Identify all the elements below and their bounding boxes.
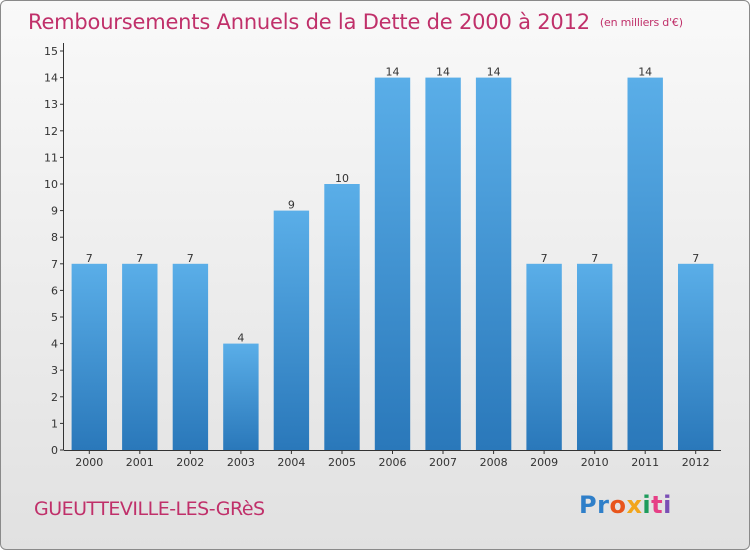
data-label-2003: 4 <box>237 332 244 345</box>
x-tick-label: 2005 <box>328 456 356 469</box>
x-tick-label: 2007 <box>429 456 457 469</box>
y-tick-label: 10 <box>44 178 58 191</box>
y-tick-label: 15 <box>44 45 58 58</box>
x-tick-label: 2009 <box>530 456 558 469</box>
proxiti-logo[interactable]: Proxiti <box>579 491 672 519</box>
bar-2001 <box>122 263 158 450</box>
logo-part-5: t <box>651 491 664 519</box>
bar-2004 <box>273 210 310 450</box>
town-name: GUEUTTEVILLE-LES-GRèS <box>34 498 265 520</box>
data-label-2011: 14 <box>638 66 652 79</box>
y-tick-label: 14 <box>44 72 58 85</box>
bars-layer <box>71 77 714 450</box>
y-tick-label: 9 <box>51 205 58 218</box>
data-label-2010: 7 <box>591 252 598 265</box>
x-tick-label: 2011 <box>631 456 659 469</box>
x-tick-label: 2000 <box>75 456 103 469</box>
bar-2009 <box>526 263 562 450</box>
data-label-2000: 7 <box>86 252 93 265</box>
data-label-2004: 9 <box>288 199 295 212</box>
y-tick-label: 1 <box>51 417 58 430</box>
logo-part-1: Pr <box>579 491 610 519</box>
x-tick-label: 2008 <box>480 456 508 469</box>
y-tick-label: 3 <box>51 364 58 377</box>
y-tick-label: 13 <box>44 98 58 111</box>
bar-2007 <box>425 77 461 450</box>
y-tick-label: 11 <box>44 151 58 164</box>
data-label-2002: 7 <box>187 252 194 265</box>
bar-2000 <box>71 263 107 450</box>
x-tick-label: 2003 <box>227 456 255 469</box>
data-label-2006: 14 <box>386 66 400 79</box>
y-tick-label: 5 <box>51 311 58 324</box>
data-label-2005: 10 <box>335 172 349 185</box>
logo-part-4: i <box>642 491 652 519</box>
y-tick-label: 7 <box>51 258 58 271</box>
data-label-2012: 7 <box>692 252 699 265</box>
bar-2005 <box>324 184 360 450</box>
logo-part-2: o <box>609 491 627 519</box>
bar-2011 <box>627 77 663 450</box>
y-tick-label: 4 <box>51 338 58 351</box>
x-tick-label: 2002 <box>176 456 204 469</box>
bar-2002 <box>172 263 209 450</box>
chart-subtitle: (en milliers d'€) <box>599 16 683 29</box>
chart-title-text: Remboursements Annuels de la Dette de 20… <box>28 10 590 34</box>
bar-2003 <box>223 343 259 450</box>
data-label-2007: 14 <box>436 66 450 79</box>
y-tick-label: 6 <box>51 284 58 297</box>
logo-part-3: x <box>626 491 643 519</box>
x-tick-label: 2006 <box>379 456 407 469</box>
bar-2010 <box>577 263 613 450</box>
y-tick-label: 12 <box>44 125 58 138</box>
bar-2008 <box>475 77 512 450</box>
logo-part-6: i <box>663 491 672 519</box>
bar-2006 <box>374 77 411 450</box>
data-label-2008: 14 <box>487 66 501 79</box>
x-tick-label: 2001 <box>126 456 154 469</box>
data-label-2009: 7 <box>541 252 548 265</box>
data-label-2001: 7 <box>136 252 143 265</box>
chart-title: Remboursements Annuels de la Dette de 20… <box>28 10 683 34</box>
bar-2012 <box>678 263 714 450</box>
y-tick-label: 2 <box>51 391 58 404</box>
x-axis: 2000 2001 2002 2003 2004 2005 2006 2007 2008 2009… <box>64 450 721 469</box>
data-labels-layer: 7 7 7 4 9 10 14 14 14 7 7 14 7 <box>86 66 699 345</box>
y-tick-label: 8 <box>51 231 58 244</box>
x-tick-label: 2012 <box>682 456 710 469</box>
x-tick-label: 2010 <box>581 456 609 469</box>
x-tick-label: 2004 <box>277 456 305 469</box>
y-tick-label: 0 <box>51 444 58 457</box>
